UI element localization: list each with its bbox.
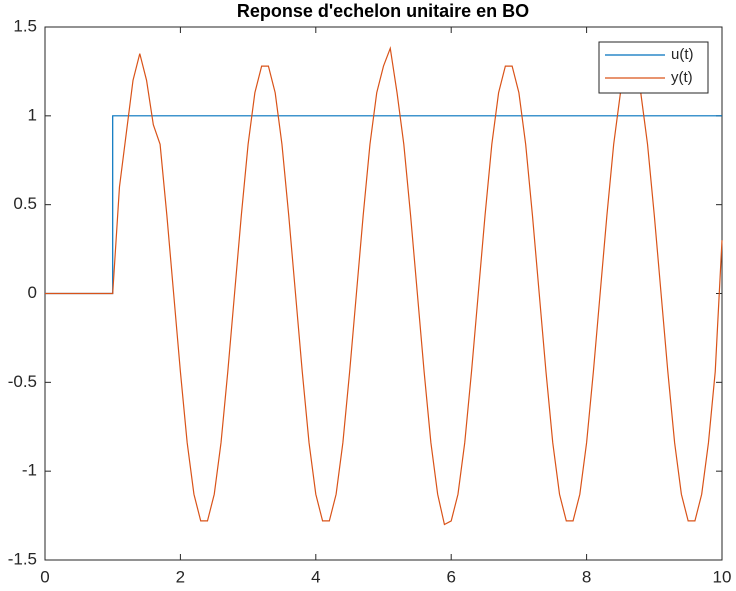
y-tick-label: 0.5 (13, 194, 37, 213)
plot-area (44, 26, 723, 561)
y-tick-label: 0 (28, 283, 37, 302)
x-tick-label: 2 (176, 567, 185, 586)
y-tick-label: -0.5 (8, 372, 37, 391)
y-tick-label: 1.5 (13, 16, 37, 35)
x-tick-label: 10 (713, 567, 732, 586)
legend-label: u(t) (671, 46, 694, 63)
legend: u(t) y(t) (598, 41, 709, 94)
x-tick-label: 4 (311, 567, 320, 586)
chart-title: Reponse d'echelon unitaire en BO (237, 1, 529, 21)
y-tick-label: -1 (22, 461, 37, 480)
y-tick-label: 1 (28, 105, 37, 124)
y-tick-label: -1.5 (8, 549, 37, 568)
x-tick-label: 8 (582, 567, 591, 586)
line-series (45, 45, 723, 526)
legend-label: y(t) (671, 69, 693, 86)
x-tick-label: 0 (40, 567, 49, 586)
x-tick-label: 6 (446, 567, 455, 586)
legend-box (598, 41, 709, 94)
